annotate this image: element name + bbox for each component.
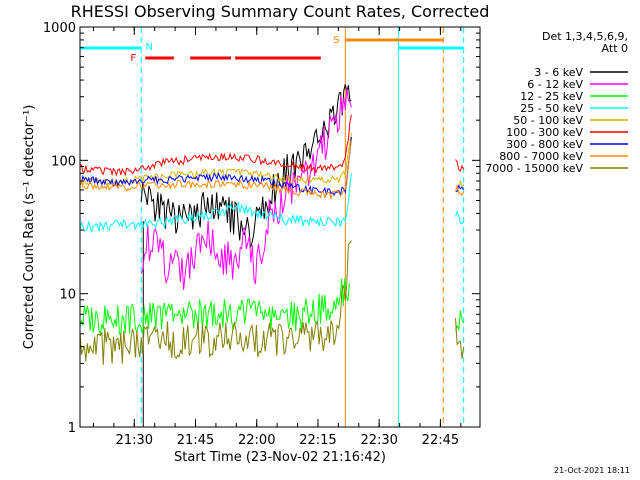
- series-3: [79, 173, 465, 234]
- legend-header-0: Det 1,3,4,5,6,9,: [542, 30, 628, 43]
- series-line-3-1: [455, 209, 465, 225]
- series-line-2-0: [79, 278, 350, 336]
- legend-label-6: 300 - 800 keV: [506, 138, 583, 151]
- axes: 1 10 100 1000 21:30 21:45 22:00 22:15 22:30 22:45: [43, 21, 480, 448]
- series-line-1-0: [140, 88, 352, 290]
- legend-label-1: 6 - 12 keV: [527, 78, 583, 91]
- marker-N: N: [145, 42, 152, 53]
- series-0: [140, 84, 352, 248]
- x-tick-label-0: 21:30: [116, 433, 153, 448]
- legend-label-3: 25 - 50 keV: [520, 102, 583, 115]
- y-axis-label: Corrected Count Rate (s⁻¹ detector⁻¹): [22, 105, 37, 350]
- series-8: [79, 240, 465, 365]
- legend-label-5: 100 - 300 keV: [506, 126, 583, 139]
- series-line-4-1: [455, 179, 465, 188]
- y-tick-label-2: 100: [51, 154, 76, 169]
- series-line-8-1: [455, 318, 465, 359]
- x-tick-label-5: 22:45: [422, 433, 459, 448]
- x-axis-label: Start Time (23-Nov-02 21:16:42): [174, 450, 386, 465]
- series-line-4-0: [79, 133, 352, 188]
- series-5: [79, 114, 465, 177]
- x-tick-label-4: 22:30: [360, 433, 397, 448]
- series-line-8-0: [79, 240, 352, 365]
- legend-label-4: 50 - 100 keV: [513, 114, 583, 127]
- plot-area: NF S: [79, 27, 465, 427]
- series-line-5-1: [455, 159, 465, 172]
- marker-F: F: [130, 53, 136, 64]
- legend-label-8: 7000 - 15000 keV: [485, 162, 583, 175]
- legend-header-1: Att 0: [602, 42, 628, 55]
- series-line-7-1: [455, 184, 465, 197]
- x-tick-label-3: 22:15: [299, 433, 336, 448]
- x-tick-label-1: 21:45: [177, 433, 214, 448]
- series-line-2-1: [455, 310, 465, 331]
- y-tick-label-0: 1: [68, 421, 76, 436]
- series-7: [79, 140, 465, 201]
- chart-title: RHESSI Observing Summary Count Rates, Co…: [71, 2, 490, 21]
- marker-S: S: [333, 35, 339, 46]
- x-tick-label-2: 22:00: [238, 433, 275, 448]
- legend-label-0: 3 - 6 keV: [534, 66, 583, 79]
- series-1: [140, 88, 352, 290]
- series-line-5-0: [79, 114, 352, 177]
- series-line-7-0: [79, 140, 352, 201]
- footer-timestamp: 21-Oct-2021 18:11: [554, 466, 630, 475]
- legend-label-7: 800 - 7000 keV: [499, 150, 583, 163]
- legend-label-2: 12 - 25 keV: [520, 90, 583, 103]
- y-tick-label-1: 10: [59, 288, 76, 303]
- plot-frame: [79, 26, 481, 428]
- series-4: [79, 133, 465, 188]
- y-tick-label-3: 1000: [43, 21, 76, 36]
- series-2: [79, 278, 465, 336]
- series-line-6-1: [455, 184, 465, 193]
- series-line-3-0: [79, 173, 352, 234]
- series-line-0-0: [140, 84, 352, 248]
